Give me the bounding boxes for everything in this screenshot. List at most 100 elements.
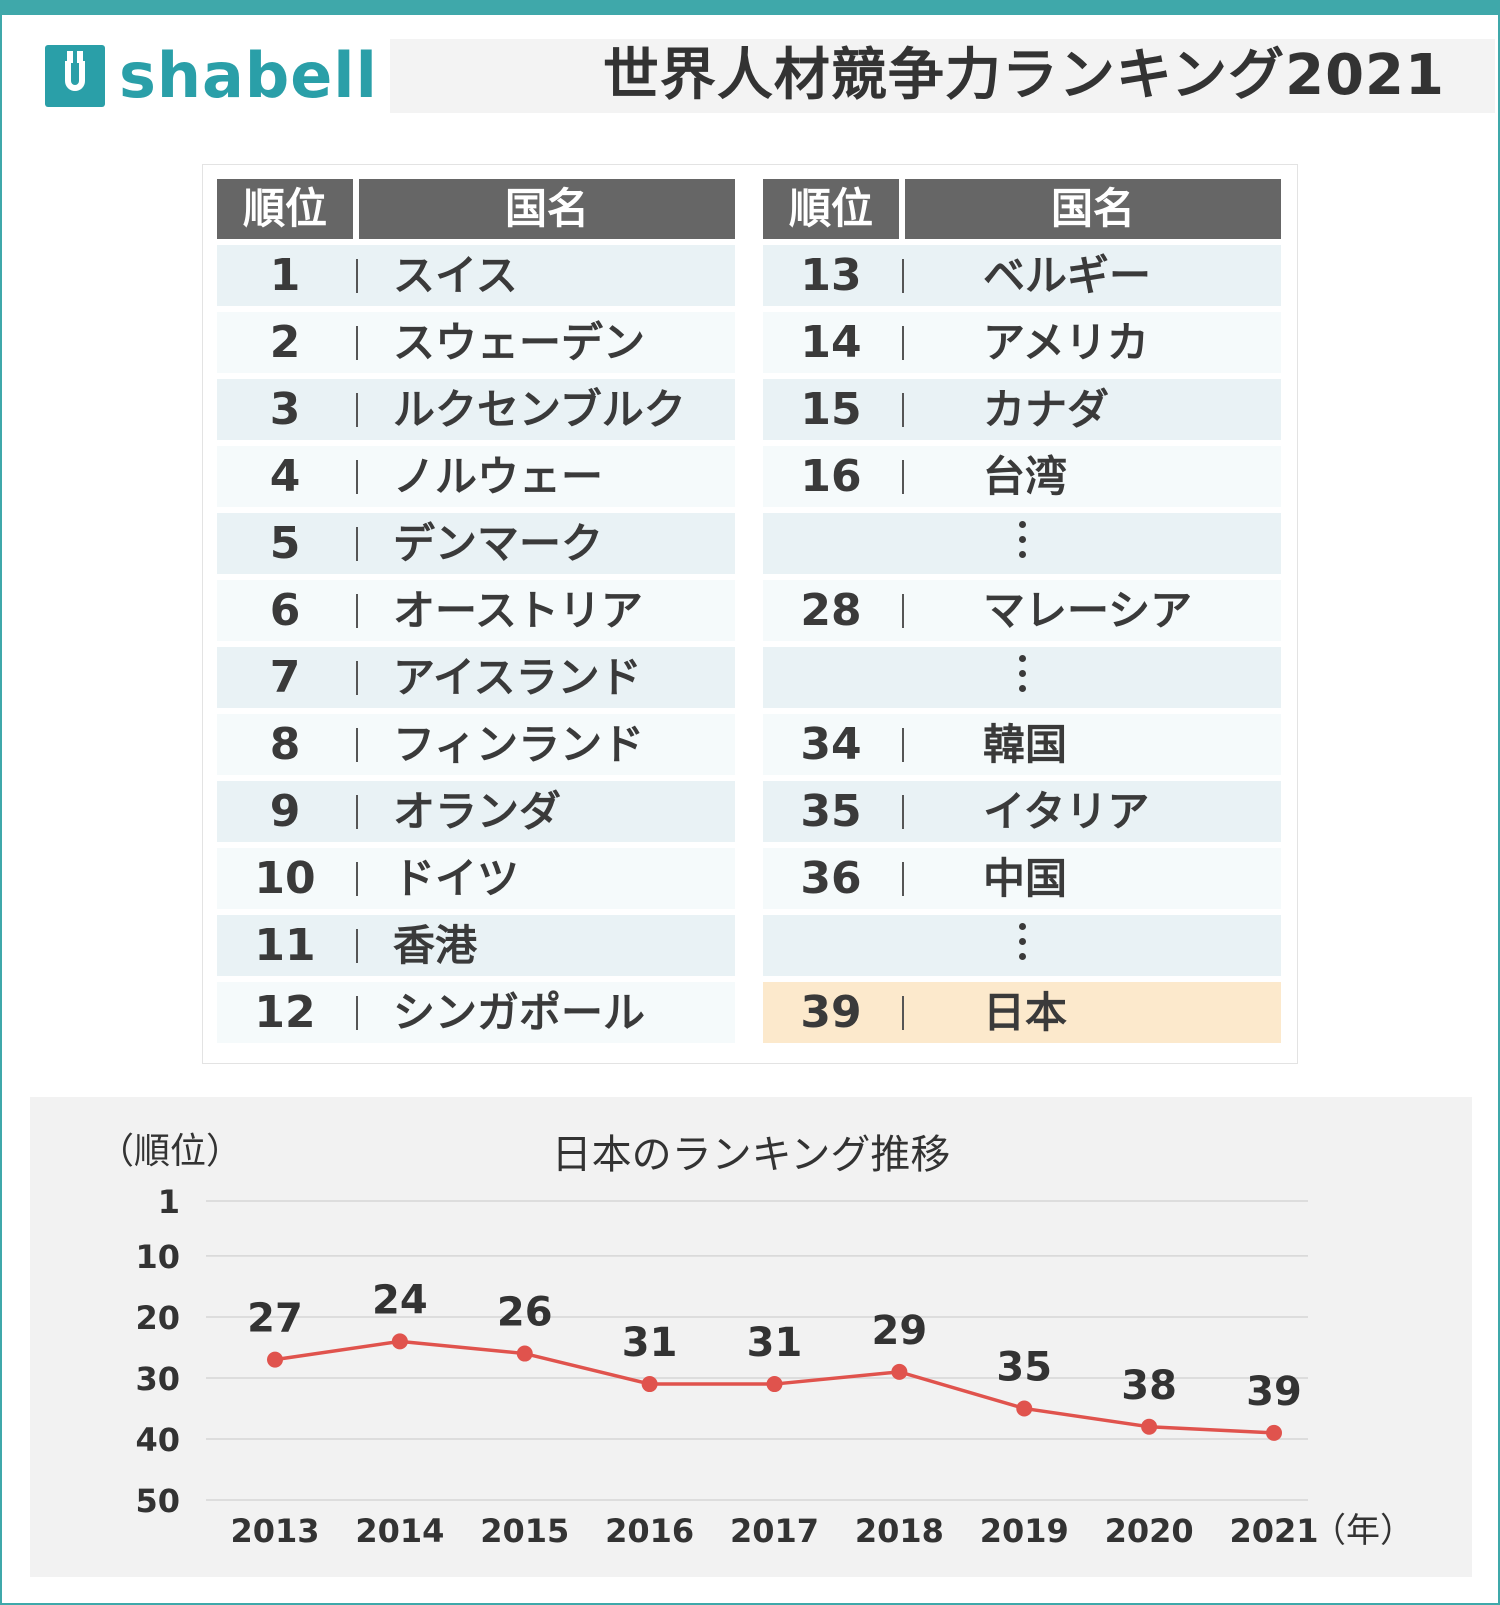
cell-divider bbox=[356, 996, 358, 1030]
country-cell: ノルウェー bbox=[393, 452, 604, 501]
rank-cell: 16 bbox=[800, 451, 862, 502]
logo-text: shabell bbox=[119, 39, 378, 112]
table-row: 10 ドイツ bbox=[217, 848, 735, 909]
chart-title: 日本のランキング推移 bbox=[551, 1132, 951, 1178]
rank-cell: 5 bbox=[269, 518, 301, 569]
cell-divider bbox=[902, 862, 904, 896]
country-cell: フィンランド bbox=[393, 720, 645, 769]
ranking-column-left: 順位 国名 1 スイス 2 スウェーデン 3 ルクセンブルク 4 ノルウェー 5 デンマーク 6 オー… bbox=[217, 179, 735, 1043]
x-tick-label: 2021 bbox=[1229, 1512, 1318, 1550]
data-point bbox=[267, 1351, 283, 1368]
table-row bbox=[763, 647, 1281, 708]
rank-cell: 4 bbox=[269, 451, 301, 502]
x-tick-label: 2020 bbox=[1105, 1512, 1194, 1550]
cell-divider bbox=[356, 795, 358, 829]
cell-divider bbox=[902, 728, 904, 762]
y-tick-label: 20 bbox=[135, 1299, 180, 1337]
table-row: 3 ルクセンブルク bbox=[217, 379, 735, 440]
cell-divider bbox=[902, 996, 904, 1030]
rank-cell: 36 bbox=[800, 853, 862, 904]
x-tick-label: 2014 bbox=[355, 1512, 444, 1550]
header-rank: 順位 bbox=[763, 179, 899, 239]
data-label: 38 bbox=[1121, 1363, 1177, 1409]
data-point bbox=[1016, 1400, 1033, 1417]
rank-cell: 1 bbox=[269, 250, 301, 301]
ranking-table: 順位 国名 1 スイス 2 スウェーデン 3 ルクセンブルク 4 ノルウェー 5 デンマーク 6 オー… bbox=[202, 164, 1298, 1064]
x-axis-label: （年） bbox=[1312, 1511, 1414, 1551]
table-row: 14 アメリカ bbox=[763, 312, 1281, 373]
rank-cell: 3 bbox=[269, 384, 301, 435]
y-tick-label: 40 bbox=[135, 1421, 180, 1459]
plug-icon bbox=[45, 45, 105, 107]
page-title: 世界人材競争力ランキング2021 bbox=[602, 43, 1445, 108]
table-row: 6 オーストリア bbox=[217, 580, 735, 641]
country-cell: オーストリア bbox=[393, 586, 643, 635]
country-cell: オランダ bbox=[393, 787, 562, 836]
x-tick-label: 2018 bbox=[855, 1512, 944, 1550]
table-row: 35 イタリア bbox=[763, 781, 1281, 842]
cell-divider bbox=[902, 795, 904, 829]
data-label: 27 bbox=[247, 1296, 303, 1342]
rank-cell: 14 bbox=[800, 317, 862, 368]
country-cell: マレーシア bbox=[983, 586, 1193, 635]
data-point bbox=[516, 1345, 533, 1362]
y-axis-label: （順位） bbox=[98, 1131, 243, 1172]
data-label: 31 bbox=[622, 1320, 678, 1366]
country-cell: ドイツ bbox=[393, 854, 520, 903]
header-rank: 順位 bbox=[217, 179, 353, 239]
table-header: 順位 国名 bbox=[763, 179, 1281, 239]
table-row: 4 ノルウェー bbox=[217, 446, 735, 507]
rank-cell: 39 bbox=[800, 987, 862, 1038]
x-tick-label: 2016 bbox=[605, 1512, 694, 1550]
ranking-column-right: 順位 国名 13 ベルギー 14 アメリカ 15 カナダ 16 台湾 28 マレーシア 34 韓国 35… bbox=[763, 179, 1281, 1043]
table-row: 8 フィンランド bbox=[217, 714, 735, 775]
country-cell: シンガポール bbox=[393, 988, 646, 1037]
country-cell: 台湾 bbox=[983, 452, 1068, 501]
cell-divider bbox=[902, 460, 904, 494]
table-row: 15 カナダ bbox=[763, 379, 1281, 440]
cell-divider bbox=[356, 594, 358, 628]
country-cell: ルクセンブルク bbox=[393, 385, 686, 434]
y-tick-label: 50 bbox=[135, 1482, 180, 1520]
country-cell: 日本 bbox=[983, 988, 1068, 1037]
table-row: 12 シンガポール bbox=[217, 982, 735, 1043]
data-label: 26 bbox=[497, 1290, 553, 1336]
country-cell: イタリア bbox=[983, 787, 1150, 836]
rank-cell: 9 bbox=[269, 786, 301, 837]
data-point bbox=[766, 1376, 783, 1393]
table-row-highlighted: 39 日本 bbox=[763, 982, 1281, 1043]
logo: shabell bbox=[45, 44, 378, 108]
rank-cell: 10 bbox=[254, 853, 316, 904]
ranking-trend-chart: 1 10 20 30 40 50 2013 2014 2015 2016 2017 2018 2019 2… bbox=[30, 1097, 1472, 1577]
rank-cell: 34 bbox=[800, 719, 862, 770]
country-cell: アイスランド bbox=[393, 653, 642, 702]
country-cell: デンマーク bbox=[393, 519, 604, 568]
table-row: 34 韓国 bbox=[763, 714, 1281, 775]
table-row: 9 オランダ bbox=[217, 781, 735, 842]
table-row: 5 デンマーク bbox=[217, 513, 735, 574]
country-cell: スウェーデン bbox=[393, 318, 646, 367]
country-cell: カナダ bbox=[983, 385, 1110, 434]
table-row: 7 アイスランド bbox=[217, 647, 735, 708]
rank-cell: 28 bbox=[800, 585, 862, 636]
table-row: 11 香港 bbox=[217, 915, 735, 976]
table-row: 36 中国 bbox=[763, 848, 1281, 909]
table-header: 順位 国名 bbox=[217, 179, 735, 239]
rank-cell: 12 bbox=[254, 987, 316, 1038]
rank-cell: 13 bbox=[800, 250, 862, 301]
data-label: 24 bbox=[372, 1277, 428, 1323]
rank-cell: 35 bbox=[800, 786, 862, 837]
rank-cell: 8 bbox=[269, 719, 301, 770]
country-cell: 香港 bbox=[393, 921, 478, 970]
x-tick-label: 2017 bbox=[730, 1512, 819, 1550]
country-cell: 中国 bbox=[983, 854, 1068, 903]
ellipsis-icon bbox=[1019, 655, 1027, 700]
table-row bbox=[763, 513, 1281, 574]
ellipsis-icon bbox=[1019, 521, 1027, 566]
cell-divider bbox=[356, 661, 358, 695]
table-row: 16 台湾 bbox=[763, 446, 1281, 507]
table-row: 13 ベルギー bbox=[763, 245, 1281, 306]
table-row: 28 マレーシア bbox=[763, 580, 1281, 641]
table-row: 1 スイス bbox=[217, 245, 735, 306]
rank-cell: 2 bbox=[269, 317, 301, 368]
